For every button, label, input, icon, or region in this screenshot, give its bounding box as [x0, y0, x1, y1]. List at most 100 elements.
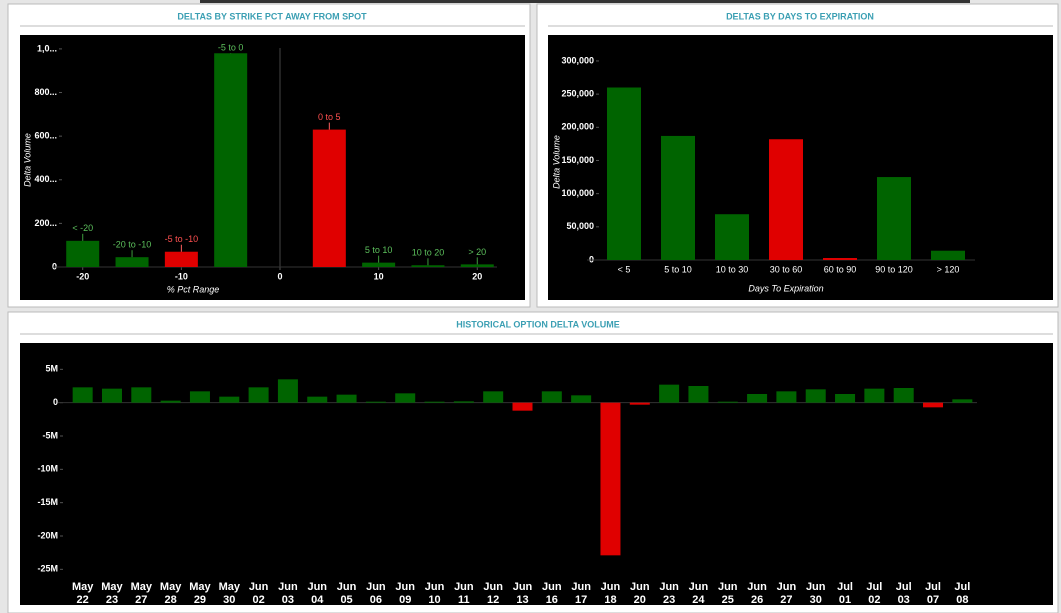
y-tick-label: 400...: [34, 174, 57, 184]
bar: [661, 135, 695, 260]
y-tick-label: 50,000: [566, 221, 594, 231]
y-tick-label: -15M: [37, 497, 58, 507]
x-tick-label: Jun 02: [248, 581, 269, 606]
x-tick-label: May 27: [130, 581, 152, 606]
x-tick-label: May 30: [218, 581, 240, 606]
x-tick-label: Jun 18: [600, 581, 621, 606]
bar: [483, 391, 504, 403]
x-tick-label: Jul 01: [837, 581, 853, 606]
y-tick-label: 200...: [34, 218, 57, 228]
x-tick-label: Jun 16: [542, 581, 562, 606]
bar: [66, 240, 100, 267]
x-tick-label: Jun 24: [688, 581, 709, 606]
bar: [747, 394, 768, 403]
y-tick-label: 800...: [34, 87, 57, 97]
bar: [219, 396, 240, 403]
data-label: > 20: [468, 247, 486, 257]
x-tick-label: Jul 02: [866, 581, 883, 606]
x-tick-label: Jun 17: [571, 581, 591, 606]
data-label: 10 to 20: [412, 248, 445, 258]
x-tick-label: < 5: [618, 264, 631, 274]
bar: [629, 402, 650, 405]
bar: [307, 396, 328, 403]
x-tick-label: Jun 23: [659, 581, 679, 606]
x-tick-label: May 28: [159, 581, 182, 606]
chart-title: HISTORICAL OPTION DELTA VOLUME: [456, 319, 620, 329]
x-tick-label: Jul 03: [895, 581, 912, 606]
x-axis-title: % Pct Range: [167, 284, 220, 294]
bar: [769, 139, 803, 260]
bar: [776, 391, 797, 403]
bar: [115, 257, 149, 267]
y-tick-label: 250,000: [561, 89, 594, 99]
data-label: 5 to 10: [365, 245, 393, 255]
x-tick-label: Jul 07: [925, 581, 941, 606]
bar: [336, 394, 357, 403]
bar: [923, 402, 944, 408]
x-tick-label: Jun 12: [483, 581, 503, 606]
bar: [715, 214, 749, 260]
x-tick-label: 90 to 120: [875, 264, 913, 274]
y-tick-label: 300,000: [561, 55, 594, 65]
x-tick-label: Jun 25: [717, 581, 738, 606]
bar: [931, 250, 965, 260]
bar: [312, 129, 346, 267]
x-tick-label: 0: [277, 271, 282, 281]
x-tick-label: 30 to 60: [770, 264, 803, 274]
x-tick-label: 20: [472, 271, 482, 281]
data-label: -5 to 0: [218, 42, 244, 52]
bar: [164, 251, 198, 267]
y-tick-label: 0: [52, 261, 57, 271]
bar: [214, 53, 248, 268]
bar: [688, 386, 709, 403]
x-tick-label: Jun 05: [336, 581, 357, 606]
chart-title: DELTAS BY STRIKE PCT AWAY FROM SPOT: [177, 11, 367, 21]
y-tick-label: 150,000: [561, 155, 594, 165]
bar: [864, 388, 885, 403]
y-tick-label: 100,000: [561, 188, 594, 198]
bar: [248, 387, 269, 403]
top-bar: [200, 0, 970, 3]
x-tick-label: Jun 10: [424, 581, 445, 606]
x-tick-label: 5 to 10: [664, 264, 692, 274]
x-tick-label: Jun 06: [366, 581, 386, 606]
bar: [823, 258, 857, 260]
x-tick-label: Jun 30: [805, 581, 826, 606]
bar: [424, 401, 445, 403]
bar: [600, 402, 621, 556]
y-tick-label: -5M: [43, 430, 59, 440]
x-tick-label: Jun 04: [307, 581, 328, 606]
x-tick-label: May 23: [101, 581, 123, 606]
bar: [189, 391, 210, 403]
x-tick-label: > 120: [937, 264, 960, 274]
data-label: 0 to 5: [318, 112, 341, 122]
bar: [805, 389, 826, 403]
x-tick-label: Jun 13: [512, 581, 533, 606]
x-tick-label: Jun 27: [776, 581, 797, 606]
bar: [411, 265, 445, 267]
x-tick-label: -10: [175, 271, 188, 281]
x-tick-label: Jun 03: [278, 581, 298, 606]
x-tick-label: 10 to 30: [716, 264, 749, 274]
x-tick-label: -20: [76, 271, 89, 281]
y-tick-label: 5M: [45, 364, 58, 374]
chart-title: DELTAS BY DAYS TO EXPIRATION: [726, 11, 874, 21]
plot-area: [20, 343, 1053, 605]
data-label: -20 to -10: [113, 240, 152, 250]
y-tick-label: 200,000: [561, 122, 594, 132]
bar: [460, 264, 494, 267]
bar: [72, 387, 93, 403]
y-tick-label: 0: [53, 397, 58, 407]
bar: [453, 401, 474, 403]
x-tick-label: May 22: [71, 581, 94, 606]
bar: [395, 393, 416, 403]
bar: [365, 401, 386, 403]
x-tick-label: Jun 26: [747, 581, 767, 606]
bar: [835, 394, 856, 403]
bar: [160, 400, 181, 403]
bar: [607, 87, 641, 260]
x-tick-label: Jun 09: [395, 581, 415, 606]
y-axis-title: Delta Volume: [551, 135, 561, 189]
